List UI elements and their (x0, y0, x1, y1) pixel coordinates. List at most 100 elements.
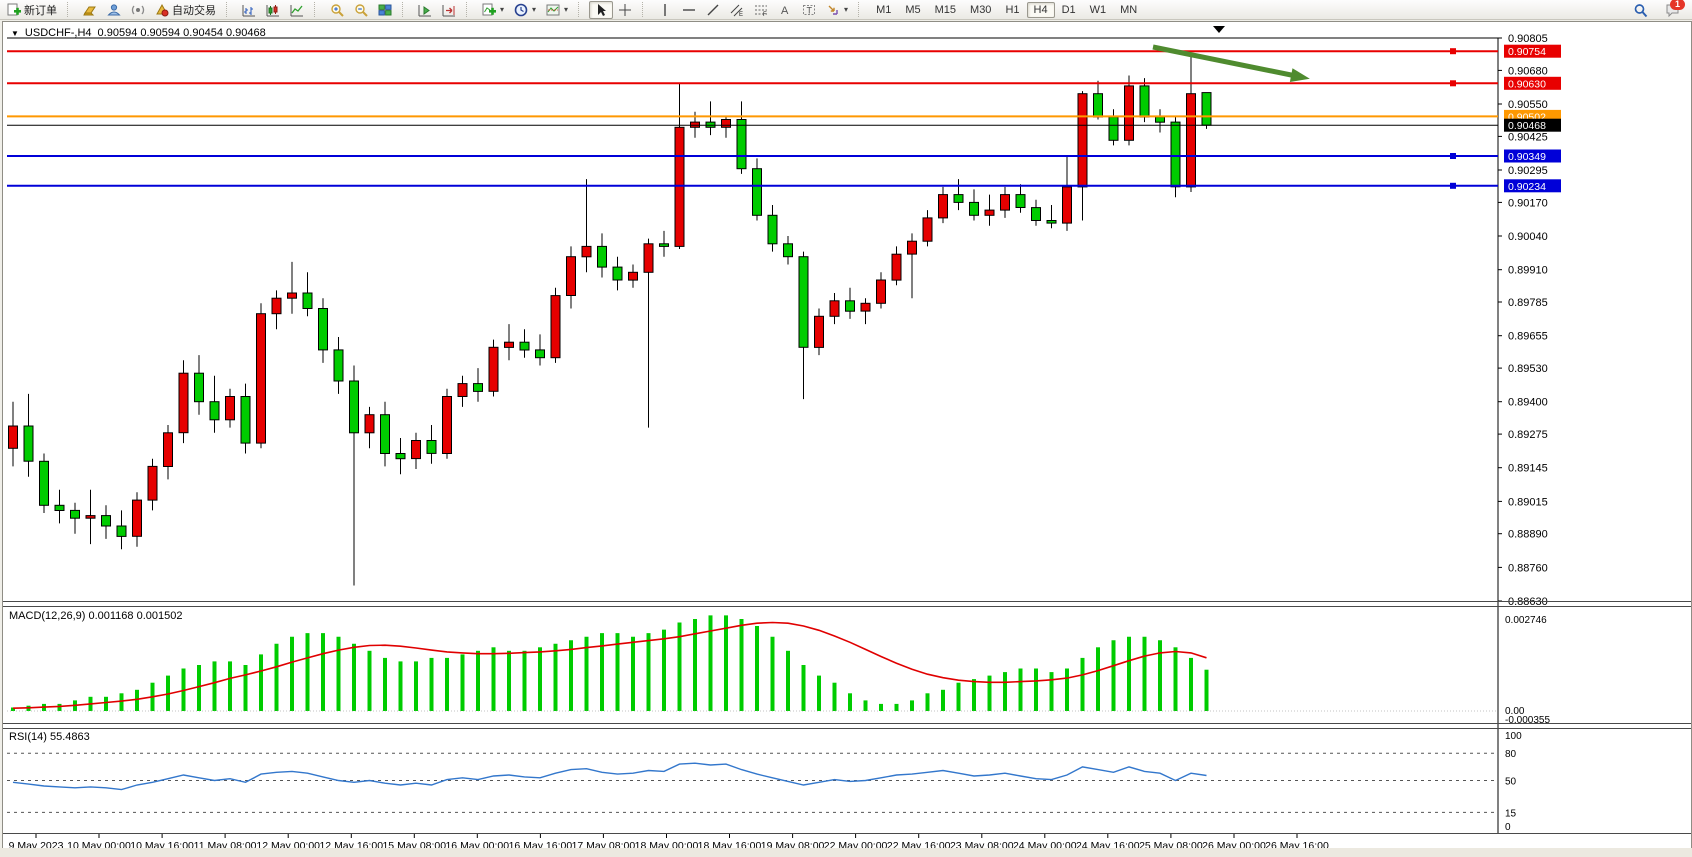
candle-body[interactable] (8, 425, 18, 449)
candle-body[interactable] (318, 308, 328, 351)
cursor-button[interactable] (589, 0, 614, 19)
candle-body[interactable] (814, 315, 824, 348)
candle-body[interactable] (1108, 116, 1119, 141)
candle-body[interactable] (473, 383, 483, 392)
arrows-button[interactable]: ▾ (821, 1, 853, 19)
candle-body[interactable] (23, 425, 34, 462)
signals-button[interactable] (126, 1, 150, 19)
horizontal-line-button[interactable] (677, 1, 701, 19)
timeframe-button-h1[interactable]: H1 (1005, 3, 1020, 16)
candle-body[interactable] (488, 346, 499, 392)
candle-body[interactable] (85, 515, 96, 519)
candle-body[interactable] (426, 440, 437, 454)
candle-body[interactable] (54, 504, 65, 511)
candle-body[interactable] (612, 266, 623, 281)
candle-body[interactable] (752, 168, 762, 216)
candle-body[interactable] (798, 256, 809, 348)
candle-body[interactable] (1031, 207, 1041, 222)
candle-body[interactable] (194, 372, 204, 403)
timeframe-button-m5[interactable]: M5 (905, 3, 921, 16)
autotrading-button[interactable]: 自动交易 (150, 0, 221, 20)
candle-body[interactable] (178, 372, 189, 434)
candle-body[interactable] (1015, 194, 1026, 209)
templates-button[interactable]: ▾ (541, 1, 573, 19)
candle-body[interactable] (225, 396, 235, 421)
candle-body[interactable] (783, 243, 793, 258)
candle-body[interactable] (891, 253, 902, 281)
chart-canvas[interactable]: 0.90805 0.90680 0.90550 0.90425 0.90295 0.901… (3, 22, 1691, 849)
candle-body[interactable] (566, 256, 576, 296)
candle-body[interactable] (240, 396, 251, 444)
line-handle[interactable] (1450, 80, 1456, 87)
candle-body[interactable] (907, 240, 917, 255)
crosshair-button[interactable] (613, 1, 637, 19)
timeframe-button-d1[interactable]: D1 (1061, 3, 1076, 16)
candle-body[interactable] (380, 414, 390, 455)
candle-body[interactable] (767, 214, 778, 245)
candle-body[interactable] (984, 209, 995, 216)
indicators-button[interactable]: ▾ (477, 1, 509, 19)
candle-body[interactable] (736, 119, 747, 170)
chart-shift-button[interactable] (437, 1, 461, 19)
candle-body[interactable] (256, 313, 266, 444)
timeframe-button-m1[interactable]: M1 (876, 3, 892, 16)
line-chart-button[interactable] (285, 1, 309, 19)
trend-arrow-line[interactable] (1152, 44, 1302, 80)
candle-body[interactable] (116, 525, 127, 537)
candle-body[interactable] (876, 279, 886, 304)
candle-body[interactable] (581, 245, 592, 258)
candle-body[interactable] (39, 460, 49, 506)
candle-body[interactable] (628, 271, 638, 281)
timeframe-button-m30[interactable]: M30 (970, 3, 992, 16)
text-label-button[interactable]: T (797, 1, 821, 19)
channel-button[interactable]: E (725, 1, 749, 19)
line-handle[interactable] (1450, 48, 1456, 55)
timeframe-button-h4[interactable]: H4 (1026, 1, 1055, 18)
candle-body[interactable] (519, 341, 530, 351)
candle-body[interactable] (101, 515, 111, 527)
candle-body[interactable] (271, 297, 282, 315)
candle-body[interactable] (550, 295, 561, 359)
text-button[interactable]: A (773, 1, 797, 19)
candle-body[interactable] (938, 194, 948, 219)
periods-button[interactable]: ▾ (509, 1, 541, 19)
candle-body[interactable] (1000, 194, 1010, 211)
new-order-button[interactable]: 新订单 (2, 0, 62, 20)
candle-body[interactable] (442, 396, 452, 454)
candle-body[interactable] (845, 300, 855, 312)
candle-body[interactable] (597, 245, 607, 268)
candle-body[interactable] (333, 349, 344, 382)
line-handle[interactable] (1450, 153, 1456, 159)
candle-body[interactable] (1170, 121, 1181, 188)
candle-body[interactable] (1201, 92, 1212, 126)
vertical-line-button[interactable] (653, 1, 677, 19)
timeframe-button-w1[interactable]: W1 (1089, 3, 1107, 16)
candle-body[interactable] (659, 243, 669, 247)
candle-body[interactable] (674, 126, 685, 247)
candle-body[interactable] (457, 383, 468, 398)
trend-arrow-head[interactable] (1289, 68, 1310, 82)
candle-body[interactable] (132, 499, 142, 537)
zoom-out-button[interactable] (349, 1, 373, 19)
candle-body[interactable] (1139, 85, 1150, 118)
candle-body[interactable] (1077, 93, 1088, 188)
auto-scroll-button[interactable] (413, 1, 437, 19)
candle-body[interactable] (70, 509, 80, 519)
candle-body[interactable] (922, 217, 933, 242)
timeframe-button-m15[interactable]: M15 (934, 3, 957, 16)
candle-body[interactable] (953, 194, 964, 203)
candle-body[interactable] (829, 300, 840, 317)
candle-body[interactable] (535, 349, 545, 359)
candle-body[interactable] (1062, 186, 1072, 224)
tile-windows-button[interactable] (373, 1, 397, 19)
profile-button[interactable] (102, 1, 126, 19)
candle-body[interactable] (287, 292, 297, 299)
candle-body[interactable] (302, 292, 313, 309)
candlestick-chart-button[interactable] (261, 1, 285, 19)
candle-body[interactable] (1186, 93, 1196, 188)
candle-body[interactable] (721, 119, 731, 128)
candle-body[interactable] (969, 201, 979, 216)
bar-chart-button[interactable] (237, 1, 261, 19)
timeframe-button-mn[interactable]: MN (1120, 3, 1138, 16)
candle-body[interactable] (1124, 85, 1134, 141)
